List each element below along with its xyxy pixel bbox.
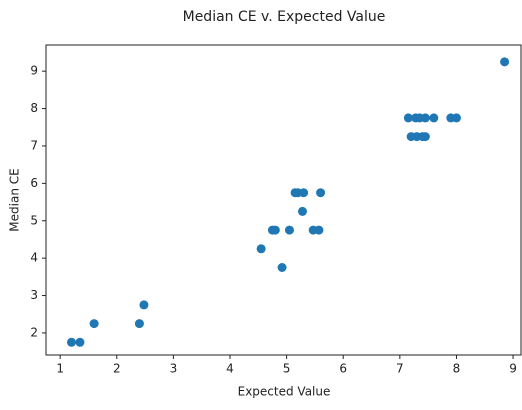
y-tick-label: 3	[30, 288, 38, 302]
point	[75, 337, 85, 347]
point	[256, 244, 266, 254]
x-tick-label: 1	[56, 362, 64, 376]
y-tick-label: 4	[30, 251, 38, 265]
point	[403, 113, 413, 123]
x-axis-label: Expected Value	[238, 385, 331, 399]
x-tick-label: 4	[226, 362, 234, 376]
plot-frame	[45, 44, 522, 356]
point	[429, 113, 439, 123]
point	[284, 225, 294, 235]
x-tick-label: 8	[453, 362, 461, 376]
x-tick-label: 3	[170, 362, 178, 376]
y-tick-label: 8	[30, 101, 38, 115]
point	[316, 188, 326, 198]
point	[420, 132, 430, 142]
x-tick-label: 5	[283, 362, 291, 376]
point	[297, 206, 307, 216]
point	[134, 319, 144, 329]
y-tick-label: 5	[30, 213, 38, 227]
y-tick-label: 9	[30, 64, 38, 78]
x-tick-label: 6	[339, 362, 347, 376]
point	[89, 319, 99, 329]
y-tick-label: 2	[30, 325, 38, 339]
point	[277, 262, 287, 272]
point	[451, 113, 461, 123]
x-tick-label: 9	[509, 362, 517, 376]
chart-title: Median CE v. Expected Value	[183, 9, 386, 25]
y-axis-label: Median CE	[8, 168, 22, 231]
point	[66, 337, 76, 347]
point	[299, 188, 309, 198]
y-tick-label: 7	[30, 138, 38, 152]
x-tick-label: 7	[396, 362, 404, 376]
point	[500, 57, 510, 67]
point	[270, 225, 280, 235]
x-tick-label: 2	[113, 362, 121, 376]
point	[314, 225, 324, 235]
y-tick-label: 6	[30, 176, 38, 190]
point	[139, 300, 149, 310]
point	[420, 113, 430, 123]
